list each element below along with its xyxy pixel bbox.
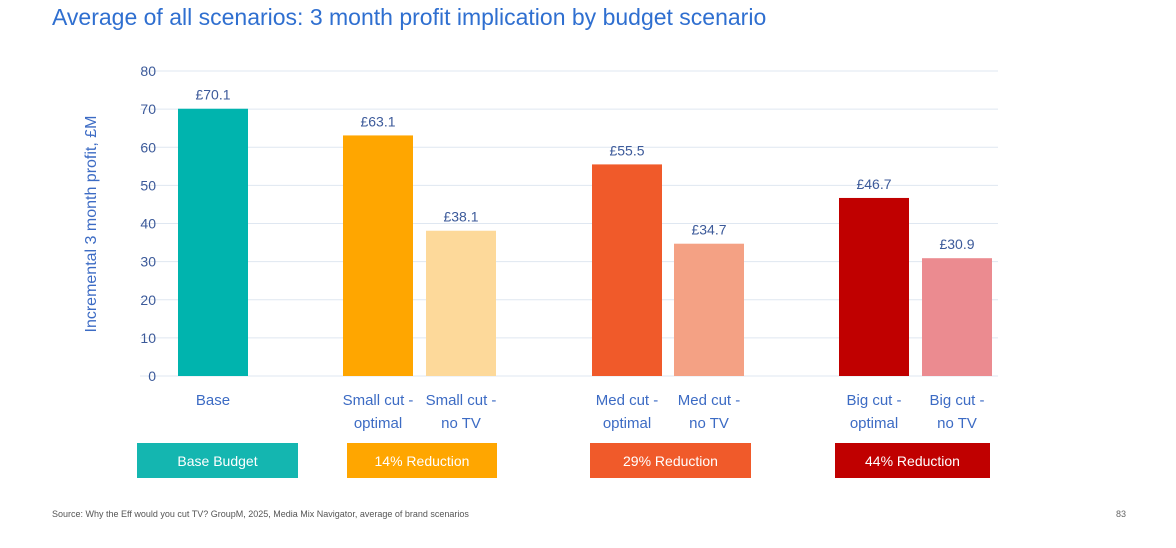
category-label: Big cut - [846,392,901,409]
bar [592,164,662,376]
category-label: no TV [937,415,977,432]
value-label: £30.9 [939,236,974,252]
value-label: £63.1 [360,113,395,129]
bar [922,258,992,376]
category-label: Med cut - [596,392,659,409]
y-tick-label: 30 [140,254,156,270]
bar [426,230,496,376]
category-label: optimal [354,415,402,432]
gridlines [140,70,998,377]
group-legend-box: 44% Reduction [835,443,990,478]
category-label: optimal [603,415,651,432]
category-label: no TV [689,415,729,432]
y-tick-label: 50 [140,177,156,193]
y-axis-ticks: 0 10 20 30 40 50 60 70 80 [140,63,156,384]
y-tick-label: 70 [140,101,156,117]
y-axis-label: Incremental 3 month profit, £M [83,116,100,333]
bar [343,135,413,376]
value-labels: £70.1 £63.1 £38.1 £55.5 £34.7 £46.7 £30.9 [195,87,974,252]
page-number: 83 [1116,509,1127,519]
group-legend-box: 29% Reduction [590,443,751,478]
y-tick-label: 60 [140,139,156,155]
y-tick-label: 0 [148,368,156,384]
source-note: Source: Why the Eff would you cut TV? Gr… [52,509,469,519]
y-tick-label: 40 [140,216,156,232]
category-label: Big cut - [929,392,984,409]
value-label: £34.7 [691,222,726,238]
category-label: Small cut - [343,392,414,409]
value-label: £46.7 [856,176,891,192]
y-tick-label: 20 [140,292,156,308]
category-label: no TV [441,415,481,432]
page-title: Average of all scenarios: 3 month profit… [52,4,767,30]
category-label: optimal [850,415,898,432]
bar [839,197,909,376]
group-legend-box: 14% Reduction [347,443,497,478]
bars [178,108,992,377]
group-legend-box: Base Budget [137,443,298,478]
value-label: £70.1 [195,87,230,103]
category-label: Small cut - [426,392,497,409]
bar [178,108,248,377]
category-label: Med cut - [678,392,741,409]
y-tick-label: 10 [140,330,156,346]
value-label: £38.1 [443,209,478,225]
y-tick-label: 80 [140,63,156,79]
category-label: Base [196,392,230,409]
bar-chart: 0 10 20 30 40 50 60 70 80 Incremental 3 month pr… [83,63,998,432]
category-labels: Base Small cut - optimal Small cut - no TV Me… [196,392,985,432]
value-label: £55.5 [609,142,644,158]
bar [674,243,744,376]
